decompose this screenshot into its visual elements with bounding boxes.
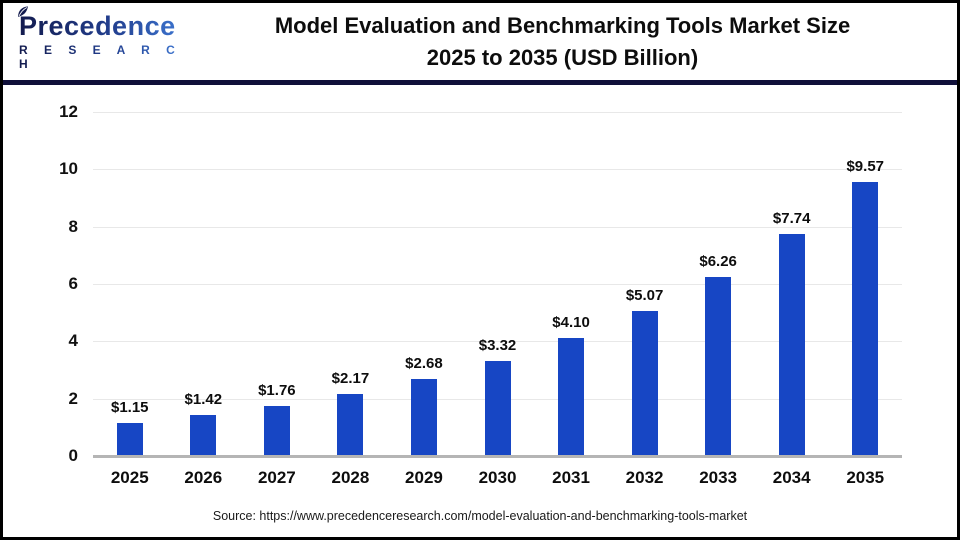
y-tick-label-4: 4 xyxy=(68,331,78,351)
bar-value-label-2029: $2.68 xyxy=(405,355,443,373)
x-tick-label-2033: 2033 xyxy=(699,468,738,487)
plot-area: $1.15 2025 $1.42 2026 $1.76 2027 $2.17 2028 $2.6… xyxy=(93,112,902,487)
gridline-6 xyxy=(93,284,902,285)
x-tick-label-2025: 2025 xyxy=(110,468,149,487)
bar-slot-2033: $6.26 2033 xyxy=(681,112,755,487)
bar-2030 xyxy=(484,360,511,456)
x-tick-label-2032: 2032 xyxy=(625,468,664,487)
bar-value-label-2032: $5.07 xyxy=(625,286,664,304)
x-tick-label-2028: 2028 xyxy=(331,468,370,487)
header-divider xyxy=(3,80,957,85)
x-axis-baseline xyxy=(93,455,902,458)
bar-2026 xyxy=(190,415,217,456)
gridline-10 xyxy=(93,169,902,171)
chart-title-line2: 2025 to 2035 (USD Billion) xyxy=(426,44,699,70)
bar-2025 xyxy=(116,423,143,456)
x-tick-label-2035: 2035 xyxy=(846,468,885,487)
x-tick-label-2031: 2031 xyxy=(552,468,590,487)
bar-2034 xyxy=(778,234,805,456)
bar-2032 xyxy=(631,310,658,456)
y-tick-label-12: 12 xyxy=(59,102,78,121)
bar-2033 xyxy=(705,276,732,456)
gridline-4 xyxy=(93,341,902,343)
bar-slot-2029: $2.68 2029 xyxy=(387,112,461,487)
x-tick-label-2027: 2027 xyxy=(257,468,296,487)
bar-slot-2032: $5.07 2032 xyxy=(608,112,682,487)
bars-container: $1.15 2025 $1.42 2026 $1.76 2027 $2.17 2028 $2.6… xyxy=(93,112,902,487)
bar-value-label-2035: $9.57 xyxy=(846,157,885,175)
y-tick-label-0: 0 xyxy=(68,446,78,465)
y-tick-label-8: 8 xyxy=(68,216,78,236)
bar-value-label-2031: $4.10 xyxy=(552,314,590,332)
bar-chart: 0 2 4 6 8 10 12 $1.15 2025 $1.42 2026 $1.76 2027 $2.… xyxy=(3,85,957,534)
y-tick-label-2: 2 xyxy=(68,388,78,408)
bar-slot-2035: $9.57 2035 xyxy=(828,112,902,487)
gridline-8 xyxy=(93,226,902,228)
chart-title: Model Evaluation and Benchmarking Tools … xyxy=(188,10,957,74)
bar-slot-2025: $1.15 2025 xyxy=(93,112,167,487)
y-tick-label-6: 6 xyxy=(68,274,78,293)
x-tick-label-2030: 2030 xyxy=(478,468,517,487)
bar-value-label-2034: $7.74 xyxy=(772,210,811,228)
bar-slot-2031: $4.10 2031 xyxy=(534,112,608,487)
y-tick-label-10: 10 xyxy=(59,159,78,179)
bar-slot-2034: $7.74 2034 xyxy=(755,112,829,487)
logo-subtitle: R E S E A R C H xyxy=(19,43,188,71)
gridline-12 xyxy=(93,112,902,113)
bar-slot-2027: $1.76 2027 xyxy=(240,112,314,487)
bar-value-label-2025: $1.15 xyxy=(110,399,149,417)
bar-value-label-2026: $1.42 xyxy=(184,391,223,409)
bar-value-label-2030: $3.32 xyxy=(478,336,517,354)
leaf-icon xyxy=(18,6,28,18)
bar-2035 xyxy=(852,181,879,456)
bar-value-label-2033: $6.26 xyxy=(699,252,737,270)
y-axis-tick-labels: 0 2 4 6 8 10 12 xyxy=(33,102,78,465)
bar-value-label-2027: $1.76 xyxy=(258,381,296,399)
bar-slot-2028: $2.17 2028 xyxy=(314,112,388,487)
x-tick-label-2026: 2026 xyxy=(184,468,223,487)
header: Precedence R E S E A R C H Model Evaluat… xyxy=(3,3,957,80)
x-tick-label-2029: 2029 xyxy=(405,468,443,487)
bar-2028 xyxy=(337,393,364,456)
source-citation: Source: https://www.precedenceresearch.c… xyxy=(212,509,748,523)
logo-wordmark: Precedence xyxy=(19,12,188,41)
precedence-research-logo: Precedence R E S E A R C H xyxy=(3,6,188,71)
bar-2027 xyxy=(263,405,290,456)
bar-slot-2030: $3.32 2030 xyxy=(461,112,535,487)
x-tick-label-2034: 2034 xyxy=(772,468,811,487)
bar-2031 xyxy=(558,338,585,456)
bar-slot-2026: $1.42 2026 xyxy=(167,112,241,487)
bar-value-label-2028: $2.17 xyxy=(331,369,370,387)
chart-title-line1: Model Evaluation and Benchmarking Tools … xyxy=(274,12,851,38)
bar-2029 xyxy=(410,379,437,456)
